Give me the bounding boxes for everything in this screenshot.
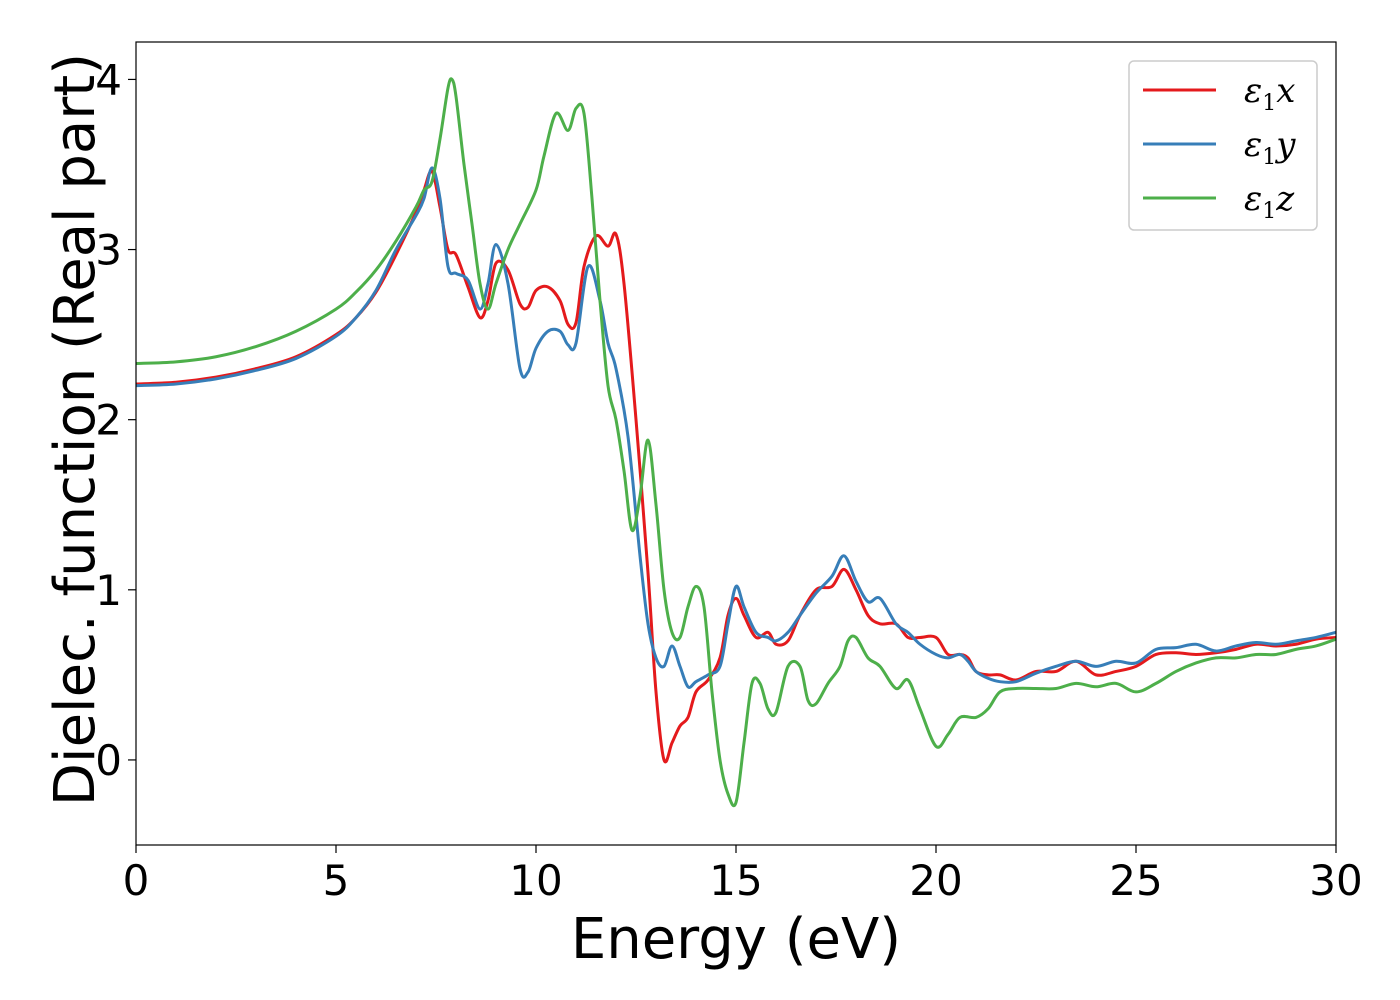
x-tick-label: 5: [323, 856, 350, 905]
y-tick-label: 2: [95, 396, 122, 445]
legend: ε1x ε1y ε1z: [1128, 60, 1318, 231]
x-tick-label: 25: [1109, 856, 1162, 905]
x-axis-title: Energy (eV): [571, 907, 901, 972]
y-axis-title: Dielec. function (Real part): [43, 53, 108, 806]
plot-area: [135, 41, 1337, 846]
y-axis: 0 1 2 3 4: [95, 55, 136, 785]
legend-box: [1128, 60, 1318, 231]
y-tick-label: 0: [95, 736, 122, 785]
x-tick-label: 10: [509, 856, 562, 905]
y-tick-label: 3: [95, 226, 122, 275]
x-axis: 0 5 10 15 20 25 30: [123, 845, 1363, 905]
legend-label-z: ε1z: [1244, 179, 1295, 224]
x-tick-label: 0: [123, 856, 150, 905]
x-tick-label: 20: [909, 856, 962, 905]
x-tick-label: 30: [1309, 856, 1362, 905]
x-tick-label: 15: [709, 856, 762, 905]
y-tick-label: 4: [95, 55, 122, 104]
series-line-y: [136, 166, 1336, 689]
series-line-z: [136, 77, 1336, 808]
legend-label-y: ε1y: [1244, 125, 1296, 170]
y-tick-label: 1: [95, 566, 122, 615]
legend-label-x: ε1x: [1244, 71, 1295, 116]
series-lines: [136, 77, 1336, 808]
